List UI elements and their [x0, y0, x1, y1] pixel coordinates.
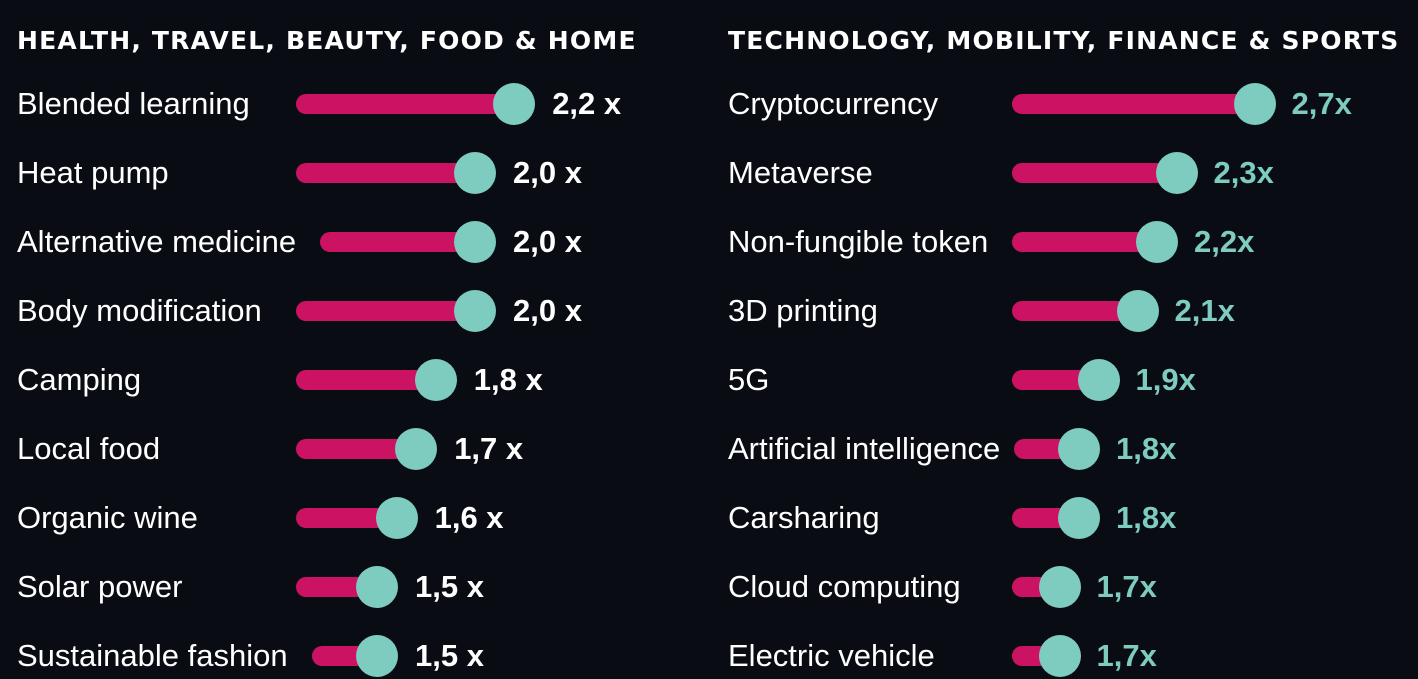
bar: [296, 301, 475, 321]
category-label: 3D printing: [728, 293, 878, 328]
chart-row: Heat pump 2,0 x: [0, 150, 705, 196]
bar-end-dot: [454, 290, 496, 332]
left-chart-panel: HEALTH, TRAVEL, BEAUTY, FOOD & HOME Blen…: [0, 0, 705, 677]
category-label: Organic wine: [17, 500, 198, 535]
category-label: 5G: [728, 362, 770, 397]
chart-row: Cloud computing 1,7x: [712, 564, 1418, 610]
chart-row: 3D printing 2,1x: [712, 288, 1418, 334]
left-chart-title: HEALTH, TRAVEL, BEAUTY, FOOD & HOME: [17, 26, 637, 55]
bar-end-dot: [375, 497, 418, 539]
value-label: 1,7x: [1096, 569, 1157, 604]
value-label: 2,0 x: [513, 224, 582, 259]
value-label: 1,6 x: [434, 500, 504, 535]
chart-row: 5G 1,9x: [712, 357, 1418, 403]
category-label: Carsharing: [728, 500, 880, 535]
bar-end-dot: [1058, 497, 1100, 539]
bar-end-dot: [1116, 290, 1159, 332]
chart-row: Cryptocurrency 2,7x: [712, 81, 1418, 127]
bar: [296, 163, 475, 183]
bar-end-dot: [1233, 83, 1276, 125]
chart-row: Non-fungible token 2,2x: [712, 219, 1418, 265]
chart-row: Camping 1,8 x: [0, 357, 705, 403]
value-label: 1,9x: [1135, 362, 1196, 397]
bar-end-dot: [1155, 152, 1198, 194]
bar: [296, 439, 417, 459]
value-label: 2,1x: [1174, 293, 1235, 328]
right-chart-title: TECHNOLOGY, MOBILITY, FINANCE & SPORTS: [728, 26, 1400, 55]
value-label: 1,5 x: [415, 569, 484, 604]
bar-end-dot: [1038, 566, 1081, 608]
bar-end-dot: [395, 428, 438, 470]
value-label: 2,3x: [1213, 155, 1274, 190]
category-label: Camping: [17, 362, 142, 397]
chart-row: Blended learning 2,2 x: [0, 81, 705, 127]
bar-end-dot: [1038, 635, 1081, 677]
category-label: Body modification: [17, 293, 262, 328]
bar-end-dot: [356, 566, 398, 608]
bar-end-dot: [414, 359, 457, 401]
bar: [320, 232, 475, 252]
category-label: Non-fungible token: [728, 224, 989, 259]
bar: [1012, 163, 1177, 183]
value-label: 1,8 x: [473, 362, 543, 397]
chart-row: Body modification 2,0 x: [0, 288, 705, 334]
bar-end-dot: [1058, 428, 1100, 470]
category-label: Blended learning: [17, 86, 250, 121]
category-label: Alternative medicine: [17, 224, 297, 259]
category-label: Cloud computing: [728, 569, 961, 604]
category-label: Heat pump: [17, 155, 169, 190]
bar: [296, 370, 436, 390]
value-label: 2,0 x: [513, 155, 582, 190]
chart-row: Alternative medicine 2,0 x: [0, 219, 705, 265]
bar-end-dot: [493, 83, 536, 125]
bar: [296, 94, 515, 114]
value-label: 2,7x: [1291, 86, 1352, 121]
chart-row: Organic wine 1,6 x: [0, 495, 705, 541]
value-label: 1,7x: [1096, 638, 1157, 673]
category-label: Local food: [17, 431, 161, 466]
value-label: 1,8x: [1116, 431, 1177, 466]
bar: [1012, 370, 1099, 390]
chart-row: Local food 1,7 x: [0, 426, 705, 472]
value-label: 1,5 x: [415, 638, 484, 673]
bar: [296, 508, 397, 528]
category-label: Metaverse: [728, 155, 873, 190]
value-label: 2,2 x: [552, 86, 622, 121]
chart-row: Solar power 1,5 x: [0, 564, 705, 610]
bar-end-dot: [356, 635, 398, 677]
category-label: Electric vehicle: [728, 638, 935, 673]
value-label: 1,8x: [1116, 500, 1177, 535]
chart-row: Carsharing 1,8x: [712, 495, 1418, 541]
bar-end-dot: [454, 152, 496, 194]
chart-row: Metaverse 2,3x: [712, 150, 1418, 196]
value-label: 2,2x: [1194, 224, 1255, 259]
bar-end-dot: [1077, 359, 1120, 401]
category-label: Solar power: [17, 569, 183, 604]
chart-row: Sustainable fashion 1,5 x: [0, 633, 705, 679]
value-label: 1,7 x: [454, 431, 524, 466]
right-chart-panel: TECHNOLOGY, MOBILITY, FINANCE & SPORTS C…: [712, 0, 1418, 677]
value-label: 2,0 x: [513, 293, 582, 328]
bar-end-dot: [454, 221, 496, 263]
bar: [1012, 301, 1138, 321]
chart-row: Electric vehicle 1,7x: [712, 633, 1418, 679]
category-label: Sustainable fashion: [17, 638, 288, 673]
bar: [1012, 232, 1157, 252]
bar: [1012, 94, 1255, 114]
bar-end-dot: [1136, 221, 1178, 263]
category-label: Artificial intelligence: [728, 431, 1001, 466]
category-label: Cryptocurrency: [728, 86, 939, 121]
chart-row: Artificial intelligence 1,8x: [712, 426, 1418, 472]
